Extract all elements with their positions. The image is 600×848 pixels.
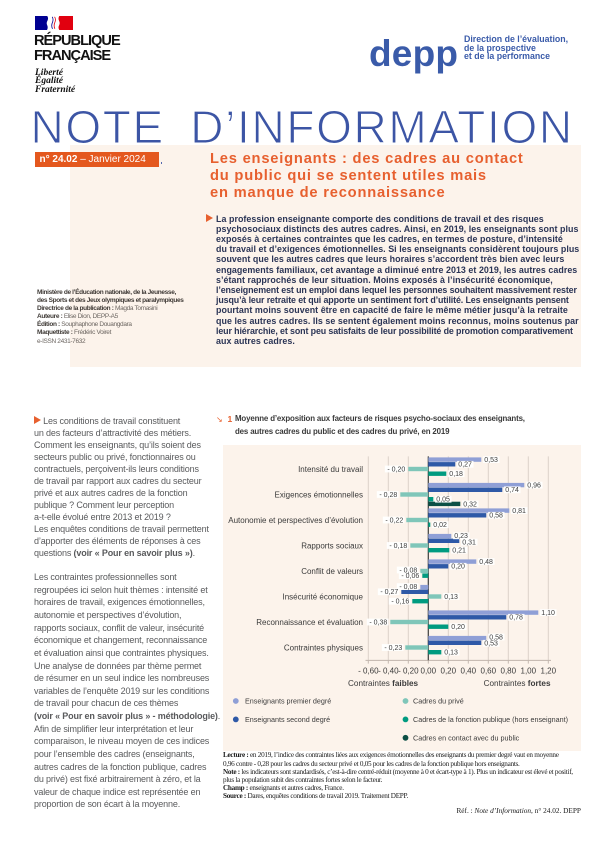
svg-text:- 0,27: - 0,27 [380, 589, 398, 596]
svg-text:- 0,28: - 0,28 [379, 492, 397, 499]
svg-text:Conflit de valeurs: Conflit de valeurs [301, 567, 363, 576]
svg-text:Reconnaissance et évaluation: Reconnaissance et évaluation [256, 618, 363, 627]
svg-text:0,78: 0,78 [509, 615, 523, 622]
svg-text:0,32: 0,32 [463, 501, 477, 508]
svg-text:Cadres en contact avec du publ: Cadres en contact avec du public [413, 733, 520, 742]
svg-text:0,31: 0,31 [462, 540, 476, 547]
svg-text:0,74: 0,74 [505, 487, 519, 494]
svg-text:0,18: 0,18 [449, 471, 463, 478]
svg-text:0,00: 0,00 [421, 666, 437, 675]
svg-text:0,48: 0,48 [479, 559, 493, 566]
svg-text:0,20: 0,20 [441, 666, 457, 675]
svg-text:Contraintes faibles: Contraintes faibles [348, 679, 419, 688]
svg-text:0,05: 0,05 [436, 497, 450, 504]
svg-text:- 0,23: - 0,23 [384, 645, 402, 652]
svg-text:1,20: 1,20 [541, 666, 557, 675]
svg-text:Contraintes physiques: Contraintes physiques [284, 643, 363, 652]
svg-text:0,20: 0,20 [451, 624, 465, 631]
svg-text:- 0,16: - 0,16 [391, 599, 409, 606]
svg-text:- 0,40: - 0,40 [378, 666, 399, 675]
svg-text:0,20: 0,20 [451, 564, 465, 571]
svg-text:0,02: 0,02 [433, 522, 447, 529]
svg-text:- 0,08: - 0,08 [399, 584, 417, 591]
svg-text:Enseignants second degré: Enseignants second degré [245, 715, 330, 724]
svg-text:0,53: 0,53 [484, 457, 498, 464]
svg-text:- 0,06: - 0,06 [401, 573, 419, 580]
svg-text:0,23: 0,23 [454, 533, 468, 540]
svg-text:Cadres de la fonction publique: Cadres de la fonction publique (hors ens… [413, 715, 568, 724]
svg-text:- 0,08: - 0,08 [399, 567, 417, 574]
svg-text:Exigences émotionnelles: Exigences émotionnelles [275, 490, 364, 499]
svg-text:Insécurité économique: Insécurité économique [283, 592, 364, 601]
svg-text:- 0,20: - 0,20 [398, 666, 419, 675]
svg-text:Cadres du privé: Cadres du privé [413, 697, 464, 706]
svg-text:- 0,20: - 0,20 [387, 466, 405, 473]
svg-text:Rapports sociaux: Rapports sociaux [301, 541, 363, 550]
svg-text:0,81: 0,81 [512, 508, 526, 515]
svg-text:0,21: 0,21 [452, 548, 466, 555]
svg-text:0,27: 0,27 [458, 462, 472, 469]
svg-text:0,53: 0,53 [484, 641, 498, 648]
svg-text:0,13: 0,13 [444, 594, 458, 601]
svg-text:0,58: 0,58 [489, 634, 503, 641]
svg-text:0,96: 0,96 [527, 483, 541, 490]
svg-text:0,80: 0,80 [501, 666, 517, 675]
svg-text:Enseignants premier degré: Enseignants premier degré [245, 697, 331, 706]
svg-text:1,00: 1,00 [521, 666, 537, 675]
svg-text:- 0,60: - 0,60 [358, 666, 379, 675]
svg-text:Intensité du travail: Intensité du travail [298, 465, 363, 474]
svg-text:- 0,38: - 0,38 [369, 619, 387, 626]
svg-text:0,40: 0,40 [461, 666, 477, 675]
svg-text:- 0,18: - 0,18 [389, 543, 407, 550]
svg-text:0,58: 0,58 [489, 513, 503, 520]
svg-text:0,13: 0,13 [444, 650, 458, 657]
svg-text:1,10: 1,10 [541, 610, 555, 617]
svg-text:Autonomie et perspectives d’év: Autonomie et perspectives d’évolution [228, 516, 363, 525]
svg-text:Contraintes fortes: Contraintes fortes [484, 679, 551, 688]
svg-text:0,60: 0,60 [481, 666, 497, 675]
svg-text:- 0,22: - 0,22 [385, 517, 403, 524]
